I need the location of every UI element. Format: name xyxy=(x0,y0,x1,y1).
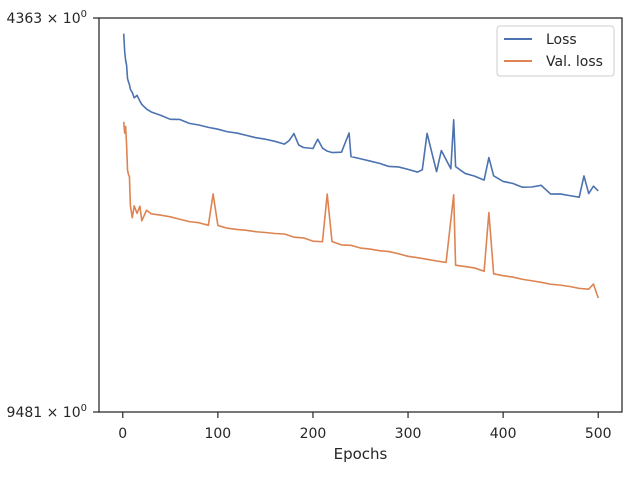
series-line-loss xyxy=(122,33,599,198)
y-axis-ticks: 4363 × 100 9481 × 100 xyxy=(7,9,99,421)
legend-label-val-loss: Val. loss xyxy=(546,54,603,70)
legend-label-loss: Loss xyxy=(546,32,577,48)
series-line-val-loss xyxy=(122,121,599,299)
x-tick-label: 500 xyxy=(585,426,612,442)
x-tick-label: 0 xyxy=(118,426,127,442)
x-tick-label: 300 xyxy=(395,426,422,442)
x-axis-ticks: 0 100 200 300 400 500 xyxy=(118,412,612,442)
x-axis-title: Epochs xyxy=(334,445,388,463)
x-tick-label: 200 xyxy=(300,426,327,442)
plot-layer xyxy=(122,33,599,299)
legend: Loss Val. loss xyxy=(496,25,615,77)
x-tick-label: 100 xyxy=(204,426,231,442)
plot-frame xyxy=(98,17,623,413)
x-tick-label: 400 xyxy=(490,426,517,442)
y-tick-label: 4363 × 100 xyxy=(7,9,87,27)
y-tick-label: 9481 × 100 xyxy=(7,403,87,421)
